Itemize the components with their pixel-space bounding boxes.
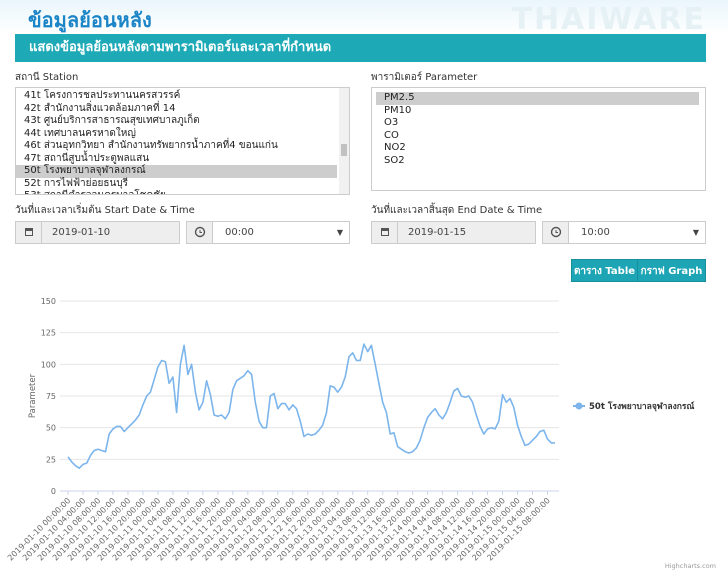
y-tick-label: 50 <box>46 424 56 433</box>
start-time-select[interactable]: 00:00 ▼ <box>212 221 350 244</box>
station-label: สถานี Station <box>15 72 79 83</box>
parameter-option[interactable]: CO <box>384 129 399 141</box>
section-banner: แสดงข้อมูลย้อนหลังตามพารามิเตอร์และเวลาท… <box>15 34 706 62</box>
start-time: 00:00 <box>225 227 254 238</box>
graph-button[interactable]: กราฟ Graph <box>637 259 706 282</box>
end-time-select[interactable]: 10:00 ▼ <box>568 221 706 244</box>
page-title: ข้อมูลย้อนหลัง <box>28 8 152 32</box>
watermark: THAIWARE <box>511 2 706 37</box>
clock-addon[interactable] <box>186 221 213 244</box>
parameter-option[interactable]: O3 <box>384 117 399 128</box>
calendar-icon <box>381 228 389 236</box>
scrollbar[interactable] <box>339 88 349 194</box>
y-tick-label: 100 <box>41 360 56 369</box>
clock-icon <box>550 226 562 238</box>
header-background <box>0 0 728 34</box>
station-option[interactable]: 53t สถานีตำรวจนครบาลโชคชัย <box>16 190 337 194</box>
y-tick-label: 25 <box>46 455 56 464</box>
end-time: 10:00 <box>581 227 610 238</box>
calendar-addon[interactable] <box>15 221 42 244</box>
station-option[interactable]: 41t โครงการชลประทานนครสวรรค์ <box>24 90 181 101</box>
end-label: วันที่และเวลาสิ้นสุด End Date & Time <box>371 205 543 216</box>
station-option[interactable]: 52t การไฟฟ้าย่อยธนบุรี <box>24 177 129 189</box>
clock-addon[interactable] <box>542 221 569 244</box>
parameter-option[interactable]: PM2.5 <box>376 92 699 105</box>
station-option[interactable]: 42t สำนักงานสิ่งแวดล้อมภาคที่ 14 <box>24 102 176 114</box>
station-list[interactable]: 41t โครงการชลประทานนครสวรรค์ 42t สำนักงาน… <box>15 87 350 195</box>
legend-label: 50t โรงพยาบาลจุฬาลงกรณ์ <box>589 401 695 412</box>
station-option[interactable]: 46t ส่วนอุทกวิทยา สำนักงานทรัพยากรน้ำภาค… <box>24 140 278 151</box>
y-tick-label: 0 <box>51 487 56 496</box>
end-date-input[interactable]: 2019-01-15 <box>397 221 536 244</box>
scroll-thumb[interactable] <box>341 144 347 156</box>
parameter-option[interactable]: SO2 <box>384 154 405 166</box>
calendar-addon[interactable] <box>371 221 398 244</box>
y-tick-label: 150 <box>41 297 56 306</box>
station-option[interactable]: 50t โรงพยาบาลจุฬาลงกรณ์ <box>16 165 337 178</box>
clock-icon <box>194 226 206 238</box>
credits: Highcharts.com <box>665 562 716 570</box>
table-button[interactable]: ตาราง Table <box>571 259 638 282</box>
series-line <box>67 343 555 469</box>
y-axis-title: Parameter <box>28 373 38 418</box>
parameter-list[interactable]: PM2.5 PM10 O3 CO NO2 SO2 <box>371 87 706 191</box>
legend-marker <box>575 402 583 410</box>
parameter-label: พารามิเตอร์ Parameter <box>371 72 478 83</box>
station-option[interactable]: 47t สถานีสูบน้ำประตูพลแสน <box>24 152 150 164</box>
station-option[interactable]: 43t ศูนย์บริการสาธารณสุขเทศบาลภูเก็ต <box>24 115 200 126</box>
y-tick-label: 75 <box>46 392 56 401</box>
parameter-option[interactable]: PM10 <box>384 104 412 116</box>
start-label: วันที่และเวลาเริ่มต้น Start Date & Time <box>15 205 195 216</box>
y-tick-label: 125 <box>41 329 56 338</box>
station-option[interactable]: 44t เทศบาลนครหาดใหญ่ <box>24 127 136 139</box>
parameter-option[interactable]: NO2 <box>384 142 406 153</box>
start-date-input[interactable]: 2019-01-10 <box>41 221 180 244</box>
calendar-icon <box>25 228 33 236</box>
